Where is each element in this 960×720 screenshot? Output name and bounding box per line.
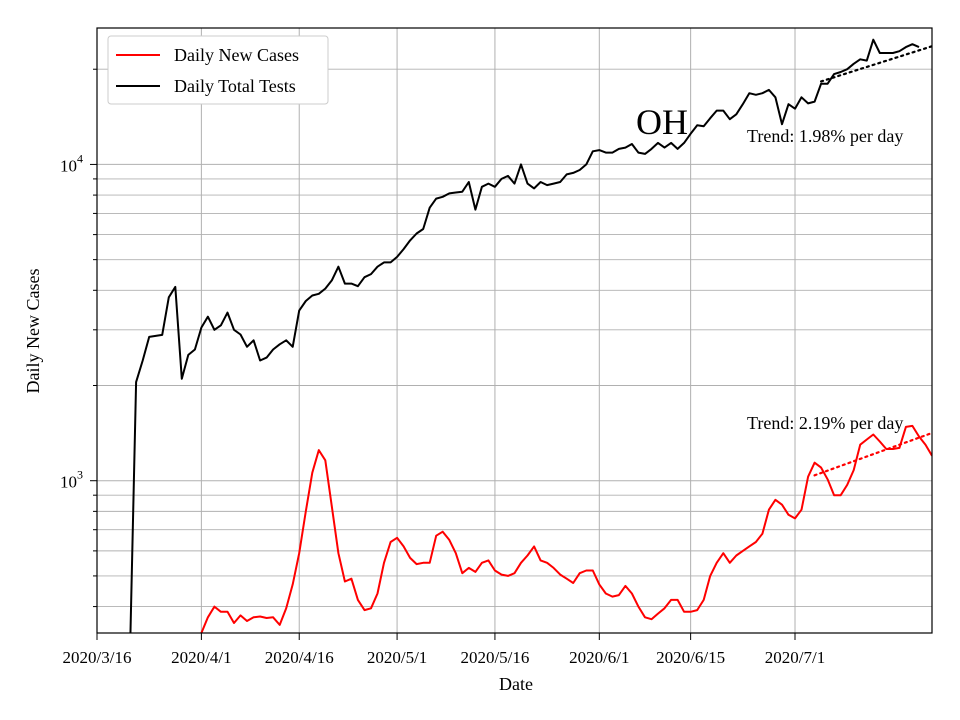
trend-lines	[813, 45, 932, 477]
trend-line-daily-new-cases	[813, 431, 932, 477]
y-axis-ticks: 103 104	[60, 68, 97, 608]
chart-title: OH	[636, 102, 688, 142]
cases-trend-label: Trend: 2.19% per day	[747, 413, 903, 433]
legend-cases-label: Daily New Cases	[174, 45, 299, 65]
x-axis-ticks: 2020/3/16 2020/4/1 2020/4/16 2020/5/1 2020/5…	[63, 633, 825, 667]
x-axis-label: Date	[499, 674, 533, 694]
y-axis-label: Daily New Cases	[23, 269, 43, 394]
x-tick-label: 2020/5/1	[367, 648, 427, 667]
y-tick-label: 103	[60, 468, 83, 492]
series-lines	[129, 38, 932, 633]
x-tick-label: 2020/5/16	[460, 648, 529, 667]
y-tick-label: 104	[60, 151, 83, 175]
plot-frame	[96, 27, 933, 634]
trend-line-daily-total-tests	[820, 45, 932, 83]
x-tick-label: 2020/3/16	[63, 648, 132, 667]
legend: Daily New Cases Daily Total Tests	[107, 35, 329, 105]
x-tick-label: 2020/6/15	[656, 648, 725, 667]
x-tick-label: 2020/7/1	[765, 648, 825, 667]
x-tick-label: 2020/6/1	[569, 648, 629, 667]
x-tick-label: 2020/4/1	[171, 648, 231, 667]
tests-trend-label: Trend: 1.98% per day	[747, 126, 903, 146]
series-line-daily-new-cases	[200, 424, 932, 633]
legend-box	[107, 35, 329, 105]
x-tick-label: 2020/4/16	[265, 648, 334, 667]
series-line-daily-total-tests	[129, 38, 920, 633]
plot-area	[129, 38, 932, 633]
legend-tests-label: Daily Total Tests	[174, 76, 296, 96]
